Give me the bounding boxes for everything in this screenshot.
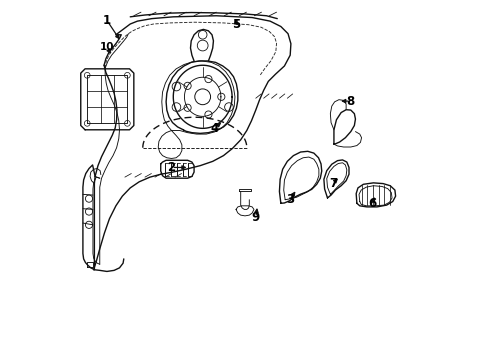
Text: 4: 4 (210, 122, 219, 135)
Text: 9: 9 (252, 211, 260, 224)
Text: 6: 6 (368, 197, 376, 210)
Text: 2: 2 (168, 161, 175, 174)
Text: 3: 3 (286, 193, 294, 206)
Text: 8: 8 (346, 95, 355, 108)
Text: 5: 5 (232, 18, 240, 31)
Text: 10: 10 (99, 42, 114, 52)
Text: 1: 1 (103, 14, 111, 27)
Text: 7: 7 (329, 177, 337, 190)
